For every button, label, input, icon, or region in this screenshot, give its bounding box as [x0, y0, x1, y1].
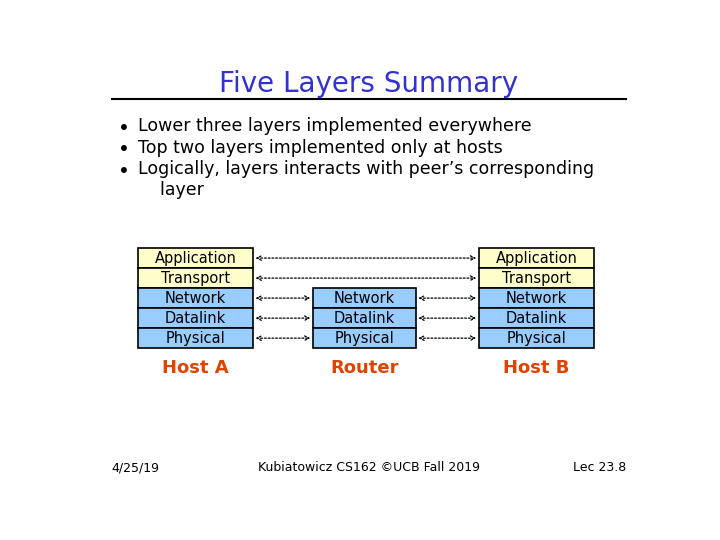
- Bar: [479, 288, 594, 308]
- Bar: [138, 288, 253, 308]
- Bar: [313, 328, 415, 348]
- Bar: [138, 328, 253, 348]
- Bar: [313, 288, 415, 308]
- Text: Lower three layers implemented everywhere: Lower three layers implemented everywher…: [138, 117, 531, 135]
- Text: Datalink: Datalink: [505, 310, 567, 326]
- Bar: [313, 308, 415, 328]
- Bar: [479, 328, 594, 348]
- Text: •: •: [118, 162, 130, 181]
- Text: •: •: [118, 119, 130, 138]
- Text: Physical: Physical: [507, 330, 566, 346]
- Text: Kubiatowicz CS162 ©UCB Fall 2019: Kubiatowicz CS162 ©UCB Fall 2019: [258, 462, 480, 475]
- Text: Application: Application: [495, 251, 577, 266]
- Text: 4/25/19: 4/25/19: [112, 462, 160, 475]
- Text: Lec 23.8: Lec 23.8: [573, 462, 626, 475]
- Text: Network: Network: [505, 291, 567, 306]
- Text: Host A: Host A: [162, 359, 229, 377]
- Text: Five Layers Summary: Five Layers Summary: [220, 70, 518, 98]
- Bar: [479, 308, 594, 328]
- Bar: [479, 248, 594, 268]
- Bar: [479, 268, 594, 288]
- Text: Router: Router: [330, 359, 399, 377]
- Text: Network: Network: [165, 291, 226, 306]
- Text: Datalink: Datalink: [165, 310, 226, 326]
- Bar: [138, 248, 253, 268]
- Text: •: •: [118, 140, 130, 159]
- Text: Logically, layers interacts with peer’s corresponding
    layer: Logically, layers interacts with peer’s …: [138, 160, 594, 199]
- Bar: [138, 308, 253, 328]
- Text: Application: Application: [155, 251, 236, 266]
- Text: Physical: Physical: [166, 330, 225, 346]
- Text: Top two layers implemented only at hosts: Top two layers implemented only at hosts: [138, 139, 503, 157]
- Text: Transport: Transport: [502, 271, 571, 286]
- Text: Physical: Physical: [335, 330, 395, 346]
- Text: Datalink: Datalink: [334, 310, 395, 326]
- Bar: [138, 268, 253, 288]
- Text: Network: Network: [334, 291, 395, 306]
- Text: Host B: Host B: [503, 359, 570, 377]
- Text: Transport: Transport: [161, 271, 230, 286]
